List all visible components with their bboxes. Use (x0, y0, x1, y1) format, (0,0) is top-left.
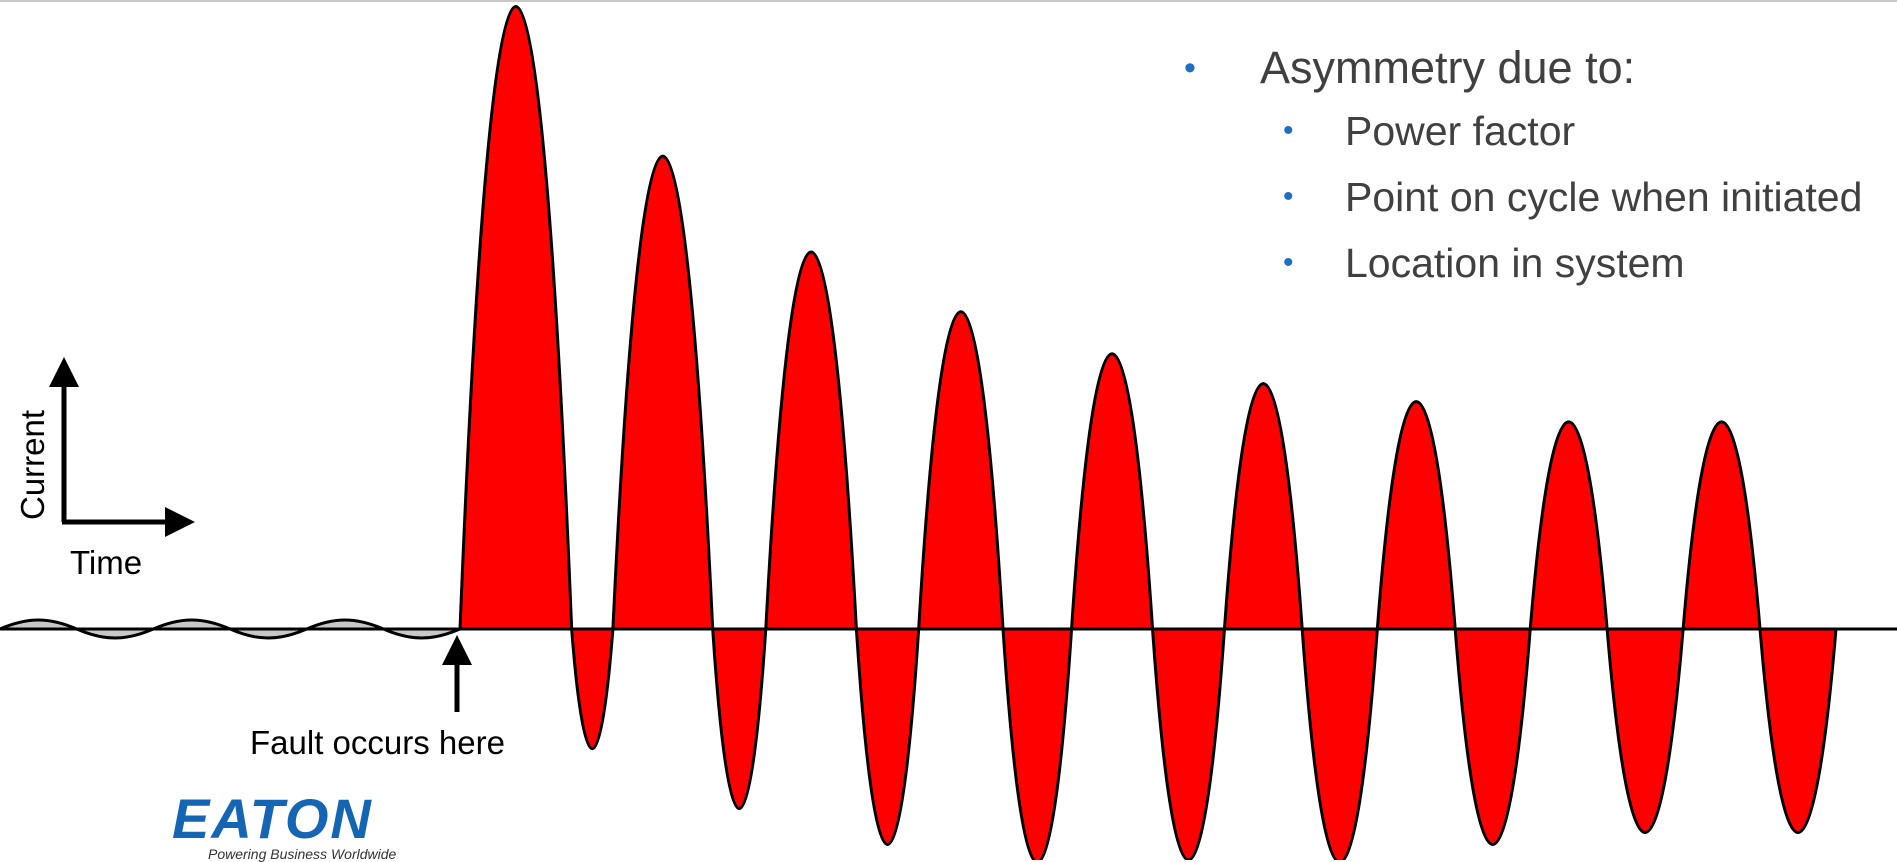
fault-lobe-negative (1150, 627, 1227, 860)
fault-lobe-negative (570, 627, 615, 750)
fault-lobe-positive (764, 250, 858, 631)
current-axis-label: Current (14, 409, 51, 520)
bullet-list: • Asymmetry due to: • Power factor • Poi… (1180, 38, 1862, 296)
fault-lobe-negative (1453, 627, 1532, 846)
fault-lobe-positive (1375, 400, 1457, 631)
fault-lobe-positive (1528, 420, 1609, 631)
bullet-sub-text: Location in system (1345, 240, 1685, 286)
fault-lobe-negative (854, 627, 921, 846)
top-rule (0, 0, 1897, 2)
bullet-dot: • (1283, 114, 1294, 147)
bullet-dot: • (1283, 246, 1294, 279)
bullet-main-text: Asymmetry due to: (1260, 42, 1636, 93)
eaton-logo: EATON Powering Business Worldwide (172, 787, 412, 862)
fault-lobe-negative (1605, 627, 1685, 834)
fault-lobe-positive (917, 310, 1005, 631)
bullet-sub-text: Point on cycle when initiated (1345, 174, 1863, 220)
bullet-dot: • (1283, 180, 1294, 213)
fault-annotation: Fault occurs here (250, 724, 505, 761)
bullet-dot: • (1184, 49, 1196, 87)
fault-lobe-positive (458, 5, 574, 631)
time-axis-label: Time (70, 544, 143, 581)
bullet-main: • Asymmetry due to: (1180, 38, 1862, 98)
fault-lobe-positive (611, 155, 715, 631)
bullet-sub-text: Power factor (1345, 108, 1576, 154)
fault-lobe-positive (1222, 382, 1304, 631)
logo-tagline: Powering Business Worldwide (208, 846, 397, 862)
axis-arrows (49, 357, 195, 537)
fault-lobe-negative (1300, 627, 1379, 860)
fault-lobe-negative (1001, 627, 1074, 860)
bullet-sub-3: • Location in system (1180, 230, 1862, 296)
fault-lobe-negative (711, 627, 768, 810)
fault-lobe-positive (1069, 352, 1155, 631)
fault-wave-group (458, 5, 1838, 860)
bullet-sub-1: • Power factor (1180, 98, 1862, 164)
bullet-sub-2: • Point on cycle when initiated (1180, 164, 1862, 230)
logo-wordmark: EATON (172, 787, 373, 850)
fault-lobe-negative (1758, 627, 1838, 834)
fault-lobe-positive (1681, 420, 1762, 631)
